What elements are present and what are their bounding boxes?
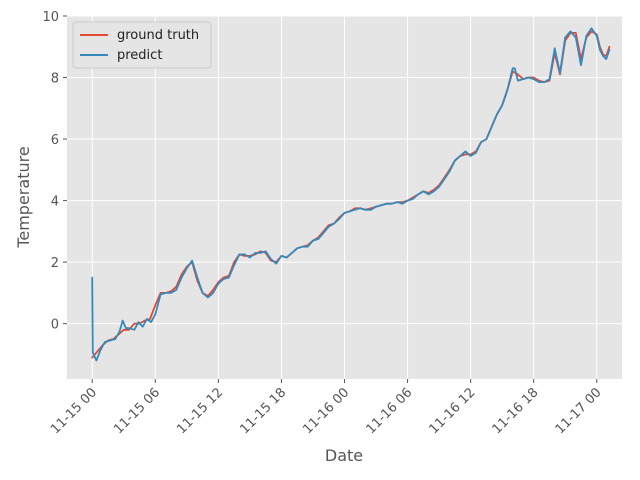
grid-lines [67,15,622,379]
x-tick-label: 11-16 00 [300,385,352,437]
x-axis: 11-15 00 11-15 06 11-15 12 11-15 18 11-16 00… [48,379,605,437]
y-axis: 0 2 4 6 8 10 [42,10,67,333]
y-tick-label: 0 [51,318,59,333]
y-tick-label: 8 [51,72,59,87]
x-tick-label: 11-15 12 [174,385,226,437]
y-axis-label: Temperature [14,146,33,248]
legend-label-predict: predict [117,48,162,63]
x-axis-label: Date [325,446,363,465]
series-line-predict [91,27,611,362]
y-tick-label: 4 [51,195,59,210]
series-layer [91,27,611,362]
x-tick-label: 11-15 00 [48,385,100,437]
legend-box [72,21,212,69]
x-tick-label: 11-16 12 [427,385,479,437]
x-tick-label: 11-16 18 [490,385,542,437]
y-tick-label: 10 [42,10,59,25]
y-tick-label: 2 [51,256,59,271]
y-tick-label: 6 [51,133,59,148]
x-tick-label: 11-17 00 [553,385,605,437]
x-tick-label: 11-15 06 [111,385,163,437]
x-tick-label: 11-16 06 [363,385,415,437]
x-tick-label: 11-15 18 [237,385,289,437]
legend: ground truth predict [72,21,212,69]
legend-label-ground-truth: ground truth [117,28,199,43]
